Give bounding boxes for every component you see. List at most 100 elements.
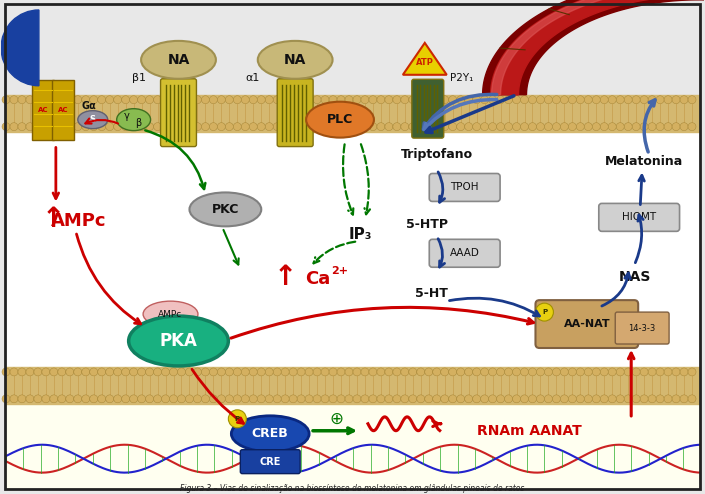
Circle shape xyxy=(369,123,377,130)
Circle shape xyxy=(178,368,185,376)
Circle shape xyxy=(178,96,185,104)
Circle shape xyxy=(241,395,250,403)
Circle shape xyxy=(265,96,274,104)
Circle shape xyxy=(217,96,226,104)
Circle shape xyxy=(257,123,265,130)
Circle shape xyxy=(377,395,385,403)
Circle shape xyxy=(537,123,544,130)
Text: NA: NA xyxy=(167,53,190,67)
Circle shape xyxy=(321,123,329,130)
Circle shape xyxy=(496,96,505,104)
Circle shape xyxy=(193,368,202,376)
Circle shape xyxy=(161,395,169,403)
Circle shape xyxy=(361,96,369,104)
Circle shape xyxy=(305,368,313,376)
Circle shape xyxy=(656,368,664,376)
Circle shape xyxy=(122,96,130,104)
Circle shape xyxy=(361,123,369,130)
Circle shape xyxy=(361,368,369,376)
Circle shape xyxy=(448,368,457,376)
Circle shape xyxy=(74,123,82,130)
Circle shape xyxy=(672,395,680,403)
Circle shape xyxy=(217,123,226,130)
Circle shape xyxy=(600,123,608,130)
Circle shape xyxy=(481,123,489,130)
Text: ↑: ↑ xyxy=(41,206,64,233)
Circle shape xyxy=(441,368,448,376)
Bar xyxy=(32,80,54,140)
Text: AMPc: AMPc xyxy=(51,212,106,230)
Circle shape xyxy=(489,96,496,104)
Circle shape xyxy=(58,395,66,403)
Circle shape xyxy=(425,368,433,376)
Circle shape xyxy=(377,96,385,104)
Circle shape xyxy=(345,96,353,104)
Circle shape xyxy=(106,123,114,130)
Circle shape xyxy=(584,368,592,376)
Circle shape xyxy=(489,395,496,403)
Circle shape xyxy=(688,368,696,376)
Circle shape xyxy=(385,395,393,403)
Circle shape xyxy=(90,395,98,403)
Text: IP₃: IP₃ xyxy=(348,227,372,242)
Circle shape xyxy=(568,123,577,130)
Circle shape xyxy=(640,123,648,130)
Circle shape xyxy=(640,96,648,104)
Circle shape xyxy=(616,395,624,403)
Circle shape xyxy=(250,96,257,104)
Circle shape xyxy=(58,123,66,130)
Circle shape xyxy=(114,395,122,403)
Text: RNAm AANAT: RNAm AANAT xyxy=(477,424,582,438)
Circle shape xyxy=(505,395,513,403)
Circle shape xyxy=(34,123,42,130)
Circle shape xyxy=(42,395,50,403)
Circle shape xyxy=(656,395,664,403)
Circle shape xyxy=(600,96,608,104)
Circle shape xyxy=(274,123,281,130)
Circle shape xyxy=(433,368,441,376)
FancyBboxPatch shape xyxy=(161,79,197,147)
Circle shape xyxy=(50,395,58,403)
Circle shape xyxy=(656,96,664,104)
Circle shape xyxy=(226,368,233,376)
Circle shape xyxy=(544,96,553,104)
Circle shape xyxy=(26,395,34,403)
Circle shape xyxy=(217,395,226,403)
Text: AC: AC xyxy=(58,107,68,113)
Circle shape xyxy=(137,395,146,403)
Text: ↑: ↑ xyxy=(274,263,297,291)
Circle shape xyxy=(537,395,544,403)
Circle shape xyxy=(513,368,520,376)
Circle shape xyxy=(672,96,680,104)
Circle shape xyxy=(66,368,74,376)
Circle shape xyxy=(584,395,592,403)
Text: Ca: Ca xyxy=(305,270,331,288)
Circle shape xyxy=(632,96,640,104)
Circle shape xyxy=(146,96,154,104)
Bar xyxy=(6,95,699,131)
Circle shape xyxy=(146,395,154,403)
Circle shape xyxy=(161,96,169,104)
Circle shape xyxy=(496,395,505,403)
Circle shape xyxy=(505,123,513,130)
Circle shape xyxy=(425,123,433,130)
Circle shape xyxy=(289,395,298,403)
Circle shape xyxy=(10,395,18,403)
Circle shape xyxy=(632,368,640,376)
Circle shape xyxy=(185,395,193,403)
Text: PLC: PLC xyxy=(327,113,353,126)
Circle shape xyxy=(560,96,568,104)
Circle shape xyxy=(553,395,560,403)
Circle shape xyxy=(448,123,457,130)
Circle shape xyxy=(34,368,42,376)
Circle shape xyxy=(544,368,553,376)
Circle shape xyxy=(520,96,529,104)
Circle shape xyxy=(241,368,250,376)
Circle shape xyxy=(114,123,122,130)
Circle shape xyxy=(137,123,146,130)
Circle shape xyxy=(513,395,520,403)
Circle shape xyxy=(568,96,577,104)
Circle shape xyxy=(329,368,337,376)
Circle shape xyxy=(672,123,680,130)
Circle shape xyxy=(393,395,401,403)
